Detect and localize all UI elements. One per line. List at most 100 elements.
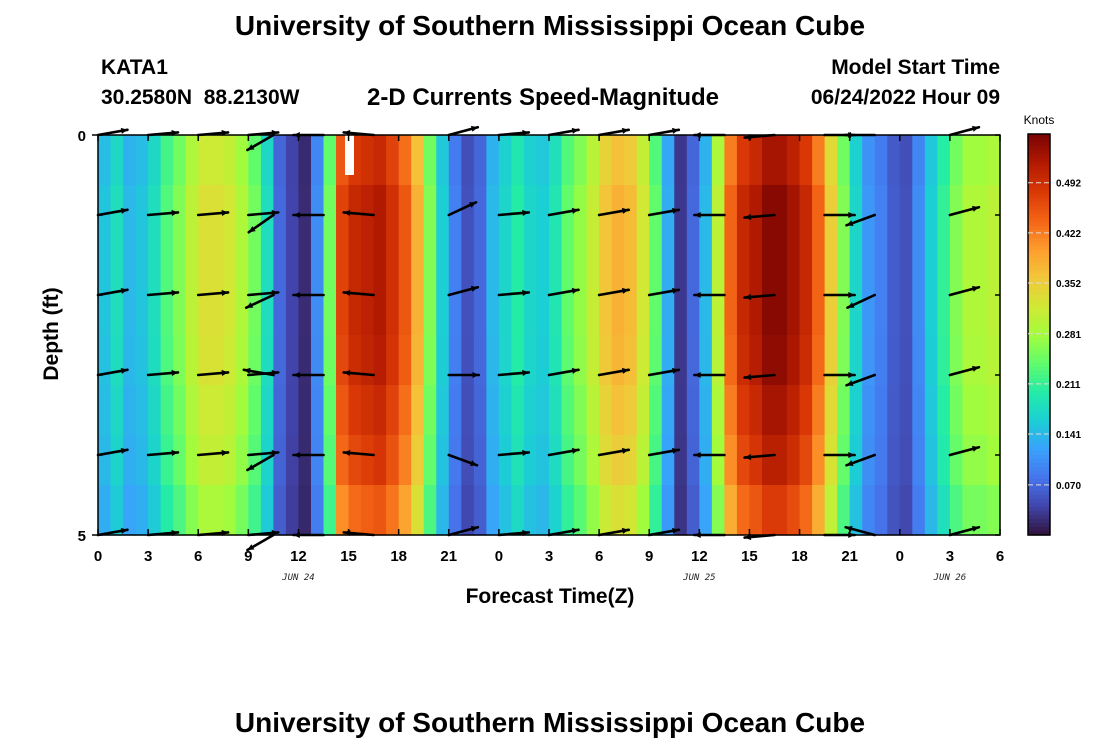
heatmap-cell [361, 435, 375, 486]
colorbar-segment [1028, 490, 1050, 496]
heatmap-cell [874, 235, 888, 286]
heatmap-cell [198, 385, 212, 436]
heatmap-cell [749, 435, 763, 486]
colorbar-segment [1028, 530, 1050, 536]
vector-head [694, 292, 701, 298]
heatmap-cell [549, 335, 563, 386]
heatmap-cell [523, 285, 538, 336]
x-tick-label: 9 [244, 548, 252, 565]
colorbar-segment [1028, 206, 1050, 211]
heatmap-cell [210, 235, 224, 286]
heatmap-cell [173, 485, 187, 536]
heatmap-cell [987, 485, 1001, 536]
heatmap-cell [787, 485, 801, 536]
y-tick-label: 5 [78, 528, 86, 545]
heatmap-cell [699, 135, 713, 186]
heatmap-cell [586, 335, 600, 386]
vector-head [246, 302, 254, 308]
heatmap-cell [323, 435, 337, 486]
vector-head [621, 207, 629, 214]
heatmap-cell [749, 285, 763, 336]
heatmap-cell [824, 235, 838, 286]
heatmap-cell [448, 385, 462, 436]
vector-head [343, 369, 351, 376]
heatmap-cell [661, 385, 675, 436]
heatmap-cell [298, 485, 312, 536]
colorbar-segment [1028, 178, 1050, 183]
x-tick-label: 6 [996, 548, 1004, 565]
x-axis-label: Forecast Time(Z) [465, 585, 635, 608]
heatmap-cell [336, 185, 350, 236]
heatmap-cell [386, 485, 400, 536]
heatmap-cell [123, 185, 137, 236]
colorbar-segment [1028, 282, 1050, 287]
colorbar-tick-label: 0.070 [1056, 481, 1081, 492]
colorbar-segment [1028, 438, 1050, 444]
heatmap-cell [862, 135, 876, 186]
heatmap-cell [123, 485, 137, 536]
heatmap-cell [285, 235, 300, 286]
heatmap-cell [411, 485, 425, 536]
heatmap-cell [874, 385, 888, 436]
vector-head [744, 214, 752, 221]
heatmap-cell [198, 185, 212, 236]
heatmap-cell [699, 285, 713, 336]
heatmap-cell [987, 135, 1001, 186]
heatmap-cell [185, 285, 199, 336]
vector-head [571, 367, 579, 374]
heatmap-cell [887, 335, 901, 386]
colorbar-segment [1028, 242, 1050, 247]
date-label: JUN 25 [682, 573, 716, 583]
heatmap-cell [899, 385, 913, 436]
heatmap-cell [486, 485, 500, 536]
heatmap-cell [624, 185, 638, 236]
heatmap-cell [799, 485, 813, 536]
heatmap-cell [574, 135, 588, 186]
vector-head [469, 202, 476, 208]
colorbar-segment [1028, 518, 1050, 524]
heatmap-cell [799, 385, 813, 436]
heatmap-cell [310, 385, 325, 436]
current-vector [447, 525, 480, 537]
heatmap-cell [173, 435, 187, 486]
heatmap-cell [135, 285, 149, 336]
page-title: University of Southern Mississippi Ocean… [234, 10, 866, 41]
heatmap-cell [436, 385, 450, 436]
current-vector [647, 447, 681, 457]
heatmap-cell [448, 235, 462, 286]
model-start-label: Model Start Time [831, 56, 1000, 79]
heatmap-cell [386, 335, 400, 386]
heatmap-cell [461, 135, 475, 186]
heatmap-cell [198, 285, 212, 336]
model-start-value: 06/24/2022 Hour 09 [810, 86, 1000, 109]
heatmap-cell [536, 485, 550, 536]
vector-head [972, 525, 979, 532]
heatmap-cell [586, 285, 600, 336]
heatmap-cell [273, 285, 287, 336]
heatmap-cell [849, 485, 863, 536]
current-vector [597, 127, 631, 137]
heatmap-cell [837, 385, 851, 436]
colorbar-segment [1028, 398, 1050, 404]
x-tick-label: 3 [946, 548, 954, 565]
heatmap-cell [849, 385, 863, 436]
colorbar-segment [1028, 418, 1050, 424]
heatmap-cell [423, 185, 437, 236]
current-vector [823, 212, 856, 218]
colorbar-segment [1028, 366, 1050, 372]
heatmap-cell [787, 385, 801, 436]
vector-head [522, 369, 529, 376]
colorbar-segment [1028, 486, 1050, 492]
heatmap-cell [711, 435, 725, 486]
heatmap-cell [774, 385, 788, 436]
current-vector [447, 201, 478, 217]
heatmap-cell [787, 135, 801, 186]
heatmap-cell [523, 235, 538, 286]
heatmap-cell [148, 185, 162, 236]
heatmap-cell [974, 335, 989, 386]
vector-head [848, 292, 855, 298]
heatmap-cell [937, 335, 951, 386]
colorbar-segment [1028, 462, 1050, 468]
heatmap-cell [724, 435, 738, 486]
heatmap-cell [736, 185, 751, 236]
